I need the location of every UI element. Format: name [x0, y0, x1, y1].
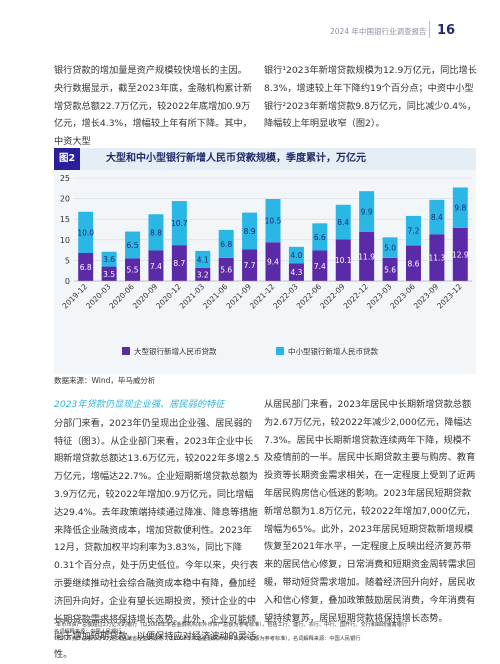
figure-source: 数据来源：Wind，毕马威分析	[54, 376, 156, 385]
intro-paragraph-right: 银行¹2023年新增贷款规模为12.9万亿元，同比增长8.3%，增速较上年下降约…	[264, 65, 477, 130]
bar-large-bank	[125, 258, 141, 281]
bar-small-bank	[171, 201, 187, 246]
data-label-small-bank: 4.0	[290, 251, 302, 260]
data-label-large-bank: 10.1	[335, 256, 352, 265]
data-label-small-bank: 6.8	[220, 240, 232, 249]
y-tick-label: 25	[60, 174, 70, 183]
data-label-large-bank: 6.8	[80, 263, 92, 272]
bar-small-bank	[312, 223, 328, 251]
data-label-large-bank: 11.9	[358, 252, 375, 261]
data-label-small-bank: 3.6	[103, 255, 115, 264]
data-label-large-bank: 3.5	[103, 270, 115, 279]
report-header-title: 2024 年中国银行业调查报告	[330, 27, 427, 36]
data-label-large-bank: 5.5	[127, 266, 139, 275]
data-label-small-bank: 4.1	[197, 255, 209, 264]
y-tick-label: 15	[60, 215, 70, 224]
bar-large-bank	[265, 242, 281, 281]
data-label-large-bank: 12.9	[452, 250, 469, 259]
figure-header	[54, 148, 476, 170]
bar-small-bank	[405, 215, 421, 246]
bar-large-bank	[218, 257, 234, 281]
footnote-1-source: 名词解释来源：中国人民银行	[54, 629, 122, 635]
data-label-large-bank: 5.6	[384, 265, 396, 274]
data-label-large-bank: 7.4	[314, 262, 326, 271]
intro-paragraph-left: 银行贷款的增加量是资产规模较快增长的主因。央行数据显示，截至2023年底，金融机…	[54, 65, 252, 148]
bar-large-bank	[78, 252, 94, 281]
bar-small-bank	[335, 204, 351, 240]
bar-large-bank	[312, 250, 328, 281]
bar-large-bank	[359, 231, 375, 281]
footnote-divider	[54, 619, 124, 620]
body-paragraph-right: 从居民部门来看，2023年居民中长期新增贷款总额为2.67万亿元，较2022年减…	[264, 399, 476, 624]
body-paragraph-left: 分部门来看，2023年仍呈现出企业强、居民弱的特征（图3）。从企业部门来看，20…	[54, 417, 260, 661]
bar-large-bank	[242, 249, 258, 281]
data-label-small-bank: 10.7	[171, 219, 188, 228]
bar-small-bank	[101, 251, 117, 267]
bar-small-bank	[195, 250, 211, 268]
figure-title: 大型和中小型银行新增人民币贷款规模，季度累计，万亿元	[106, 153, 366, 164]
data-label-large-bank: 9.4	[267, 258, 279, 267]
bar-small-bank	[218, 229, 234, 258]
bar-small-bank	[265, 199, 281, 243]
bar-large-bank	[405, 245, 421, 281]
stacked-bar-chart: 05101520256.810.02019-123.53.62020-035.5…	[60, 174, 472, 356]
bar-large-bank	[148, 250, 164, 281]
bar-small-bank	[452, 187, 468, 228]
y-tick-label: 0	[65, 277, 70, 286]
legend-swatch-small-bank	[276, 347, 284, 355]
legend-label-large-bank: 大型银行新增人民币贷款	[134, 346, 217, 356]
bar-large-bank	[288, 263, 304, 281]
y-tick-label: 20	[60, 195, 70, 204]
bar-large-bank	[452, 227, 468, 281]
data-label-large-bank: 7.4	[150, 262, 162, 271]
data-label-small-bank: 10.5	[265, 217, 282, 226]
data-label-small-bank: 6.6	[314, 233, 326, 242]
data-label-small-bank: 9.9	[361, 208, 373, 217]
data-label-small-bank: 8.8	[150, 228, 162, 237]
legend-swatch-large-bank	[122, 347, 130, 355]
data-label-large-bank: 8.6	[408, 259, 420, 268]
data-label-small-bank: 5.0	[384, 244, 396, 253]
bar-small-bank	[288, 246, 304, 264]
page-number: 16	[437, 23, 456, 38]
header-divider	[429, 21, 430, 38]
bar-small-bank	[382, 237, 398, 258]
y-tick-label: 10	[60, 236, 70, 245]
figure-panel	[54, 148, 476, 374]
bar-small-bank	[359, 191, 375, 232]
data-label-small-bank: 8.9	[244, 227, 256, 236]
figure-tag: 图2	[54, 148, 80, 170]
legend-label-small-bank: 中小型银行新增人民币贷款	[288, 346, 378, 356]
bar-small-bank	[429, 199, 445, 235]
data-label-small-bank: 8.4	[431, 213, 443, 222]
data-label-large-bank: 8.7	[173, 259, 185, 268]
bar-small-bank	[148, 214, 164, 251]
data-label-large-bank: 3.2	[197, 270, 209, 279]
bar-small-bank	[125, 231, 141, 259]
footnote-1: ¹本币币资产总额超过2万亿元的银行（以2008年末各金融机构本外币资产总额为参考…	[54, 622, 408, 628]
footnote-2: ²本外币资产总额小于2万亿元且跨省经营的银行（以2008年末各金融机构本外币资产…	[54, 636, 361, 642]
bar-small-bank	[78, 211, 94, 253]
data-label-large-bank: 5.6	[220, 265, 232, 274]
bar-large-bank	[382, 257, 398, 281]
data-label-small-bank: 6.5	[127, 241, 139, 250]
data-label-small-bank: 7.2	[408, 227, 420, 236]
bar-large-bank	[171, 245, 187, 281]
data-label-large-bank: 11.3	[429, 254, 446, 263]
bar-large-bank	[429, 234, 445, 281]
data-label-small-bank: 10.0	[77, 228, 94, 237]
data-label-small-bank: 8.4	[337, 218, 349, 227]
data-label-large-bank: 4.3	[290, 268, 302, 277]
data-label-small-bank: 9.8	[454, 204, 466, 213]
x-tick-label: 2023-12	[435, 282, 464, 311]
bar-large-bank	[101, 266, 117, 281]
bar-large-bank	[335, 239, 351, 281]
bar-large-bank	[195, 267, 211, 281]
section-heading: 2023年贷款仍显现企业强、居民弱的特征	[54, 399, 225, 410]
data-label-large-bank: 7.7	[244, 261, 256, 270]
bar-small-bank	[242, 212, 258, 250]
y-tick-label: 5	[65, 256, 70, 265]
